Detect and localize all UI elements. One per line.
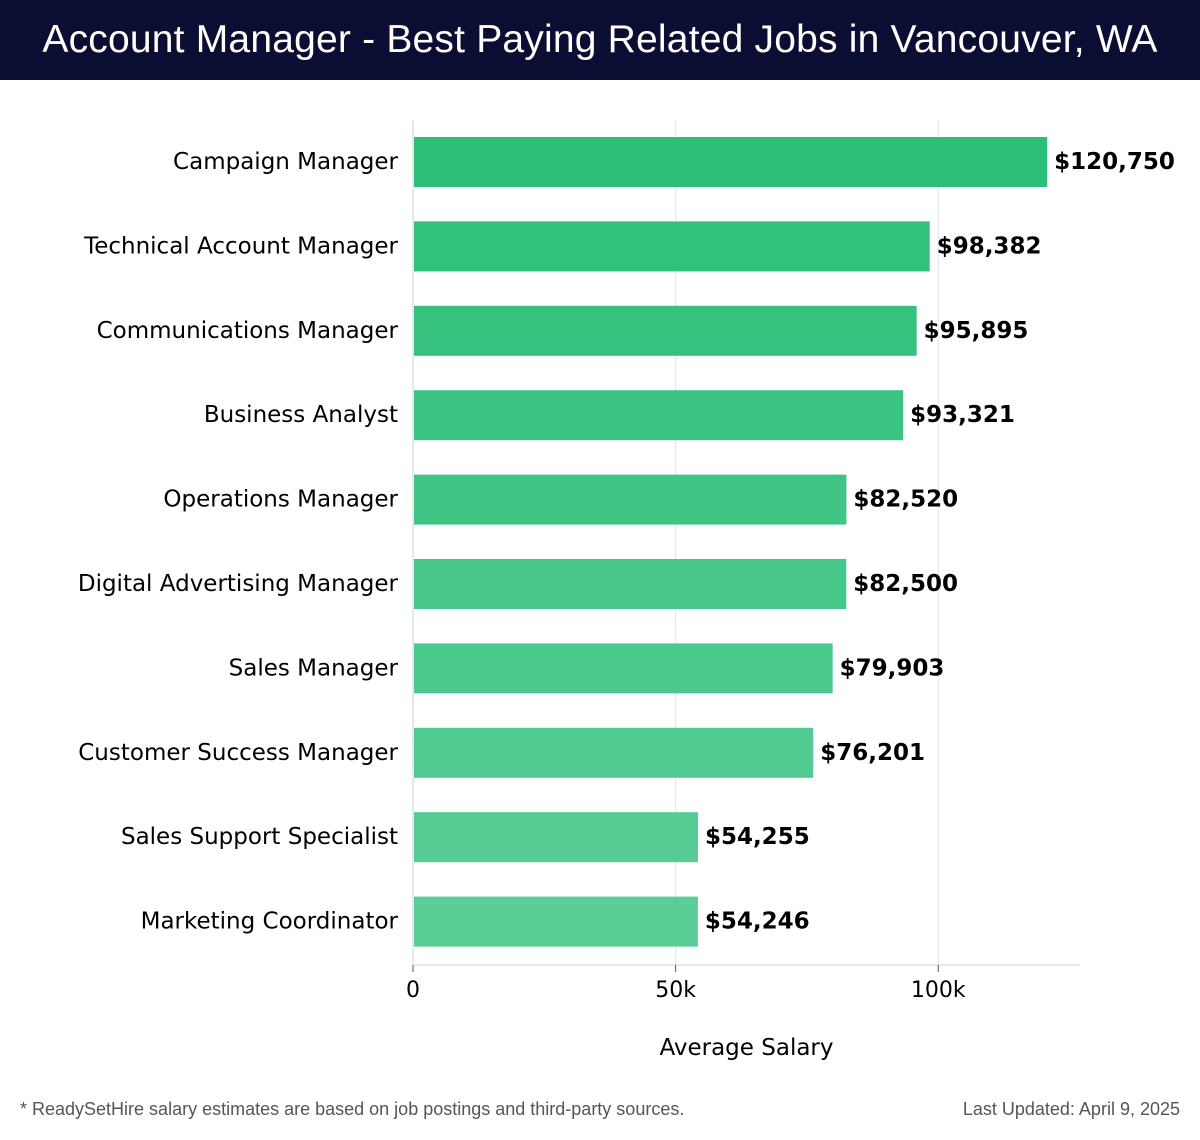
x-axis-title: Average Salary [659,1035,833,1061]
bar-3 [414,390,904,441]
bar-4 [414,474,847,525]
category-label-7: Customer Success Manager [78,740,398,766]
bars [414,137,1048,947]
value-label-0: $120,750 [1054,149,1175,175]
bar-6 [414,643,833,694]
page-title: Account Manager - Best Paying Related Jo… [42,18,1158,61]
value-label-4: $82,520 [853,487,958,513]
bar-9 [414,896,698,947]
value-label-9: $54,246 [705,909,810,935]
bar-2 [414,305,917,356]
title-bar: Account Manager - Best Paying Related Jo… [0,0,1200,80]
value-label-5: $82,500 [853,571,958,597]
bar-7 [414,727,814,778]
category-label-2: Communications Manager [97,318,399,344]
bar-5 [414,559,847,609]
value-label-8: $54,255 [705,824,810,850]
footnote: * ReadySetHire salary estimates are base… [20,1099,685,1119]
value-label-7: $76,201 [820,740,925,766]
category-label-1: Technical Account Manager [83,233,398,259]
labels: Campaign Manager $120,750 Technical Accoun… [78,149,1175,1061]
bar-8 [414,812,698,863]
category-label-6: Sales Manager [229,655,399,681]
value-label-6: $79,903 [840,655,945,681]
x-tick-label-0: 0 [406,978,420,1003]
axes [412,120,1080,972]
category-label-0: Campaign Manager [173,149,398,175]
category-label-4: Operations Manager [163,487,398,513]
category-label-9: Marketing Coordinator [141,909,399,935]
last-updated: Last Updated: April 9, 2025 [962,1099,1180,1119]
x-tick-label-2: 100k [911,978,966,1003]
x-tick-label-1: 50k [655,978,696,1003]
value-label-2: $95,895 [924,318,1029,344]
value-label-3: $93,321 [910,402,1015,428]
category-label-5: Digital Advertising Manager [78,571,399,597]
value-label-1: $98,382 [937,233,1042,259]
bar-1 [414,221,930,272]
bar-0 [414,137,1048,187]
salary-bar-chart: Campaign Manager $120,750 Technical Accoun… [78,120,1175,1061]
category-label-8: Sales Support Specialist [121,824,398,850]
category-label-3: Business Analyst [204,402,398,428]
